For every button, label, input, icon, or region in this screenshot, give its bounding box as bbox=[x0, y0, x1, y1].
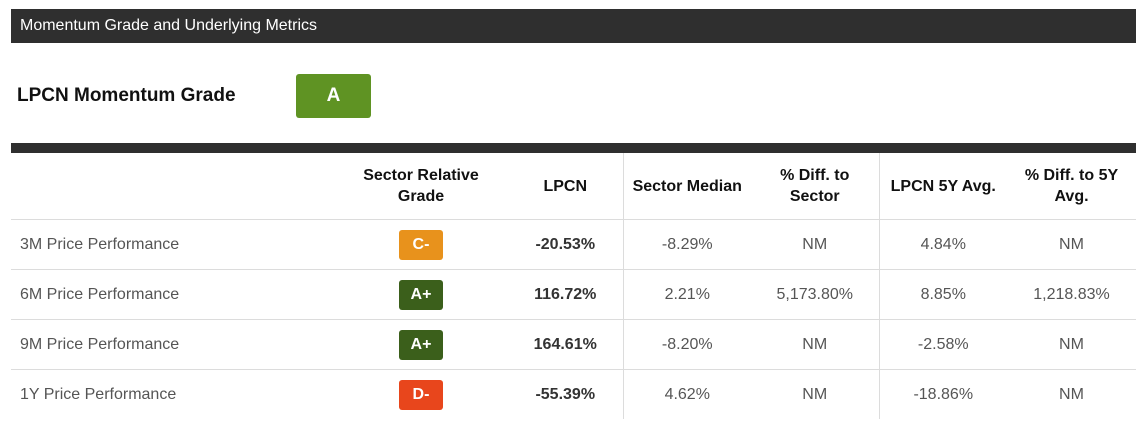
lpcn-value: -20.53% bbox=[508, 219, 623, 270]
momentum-grade-badge: A bbox=[296, 74, 371, 118]
grade-cell: A+ bbox=[334, 269, 508, 320]
diff-to-sector-value: NM bbox=[802, 385, 828, 403]
lpcn-5y-avg-value: -18.86% bbox=[878, 369, 1007, 419]
lpcn-value: 164.61% bbox=[508, 319, 623, 370]
sector-median-value: -8.29% bbox=[622, 219, 751, 270]
table-header-row: Sector Relative Grade LPCN Sector Median… bbox=[11, 153, 1136, 220]
diff-to-sector-value: NM bbox=[751, 319, 879, 370]
diff-to-5y-avg-value: NM bbox=[1007, 219, 1136, 270]
column-header-sector-median: Sector Median bbox=[622, 153, 751, 220]
lpcn-5y-avg-value: 4.84% bbox=[878, 219, 1007, 270]
diff-to-sector-value: 5,173.80% bbox=[751, 269, 879, 320]
grade-cell: A+ bbox=[334, 319, 508, 370]
column-header-sector-relative-grade: Sector Relative Grade bbox=[334, 153, 508, 220]
table-row: 9M Price Performance A+ 164.61% -8.20% N… bbox=[11, 319, 1136, 370]
grade-badge: C- bbox=[399, 229, 443, 260]
table-top-rule bbox=[11, 143, 1136, 153]
column-header-lpcn-5y-avg: LPCN 5Y Avg. bbox=[878, 153, 1007, 220]
lpcn-5y-avg-value: -2.58% bbox=[878, 319, 1007, 370]
momentum-grade-row: LPCN Momentum Grade A bbox=[17, 74, 617, 118]
grade-badge: D- bbox=[399, 379, 443, 410]
column-header-lpcn: LPCN bbox=[508, 153, 623, 220]
grade-badge: A+ bbox=[399, 279, 443, 310]
sector-median-value: -8.20% bbox=[622, 319, 751, 370]
momentum-grade-label: LPCN Momentum Grade bbox=[17, 85, 236, 106]
diff-to-sector-value: NM bbox=[751, 219, 879, 270]
metric-label: 6M Price Performance bbox=[11, 269, 334, 320]
sector-median-value: 2.21% bbox=[622, 269, 751, 320]
column-header-diff-to-sector: % Diff. to Sector bbox=[751, 153, 879, 220]
table-row: 3M Price Performance C- -20.53% -8.29% N… bbox=[11, 219, 1136, 270]
lpcn-value: -55.39% bbox=[535, 385, 596, 403]
grade-cell: D- bbox=[334, 370, 508, 420]
section-header: Momentum Grade and Underlying Metrics bbox=[11, 9, 1136, 43]
grade-cell: C- bbox=[334, 219, 508, 270]
sector-median-value: 4.62% bbox=[622, 369, 751, 419]
table-row: 6M Price Performance A+ 116.72% 2.21% 5,… bbox=[11, 269, 1136, 320]
metric-label: 3M Price Performance bbox=[11, 219, 334, 270]
diff-to-5y-avg-value: NM bbox=[1007, 319, 1136, 370]
metric-label: 9M Price Performance bbox=[11, 319, 334, 370]
column-header-metric bbox=[11, 153, 334, 220]
diff-to-5y-avg-value: NM bbox=[1059, 385, 1084, 403]
lpcn-5y-avg-value: 8.85% bbox=[878, 269, 1007, 320]
metrics-table: Sector Relative Grade LPCN Sector Median… bbox=[11, 153, 1136, 419]
metric-label: 1Y Price Performance bbox=[20, 385, 177, 403]
column-header-diff-to-5y-avg: % Diff. to 5Y Avg. bbox=[1007, 153, 1136, 220]
table-row: 1Y Price Performance D- -55.39% 4.62% NM… bbox=[11, 369, 1136, 420]
grade-badge: A+ bbox=[399, 329, 443, 360]
section-title: Momentum Grade and Underlying Metrics bbox=[20, 17, 318, 34]
lpcn-value: 116.72% bbox=[508, 269, 623, 320]
diff-to-5y-avg-value: 1,218.83% bbox=[1007, 269, 1136, 320]
